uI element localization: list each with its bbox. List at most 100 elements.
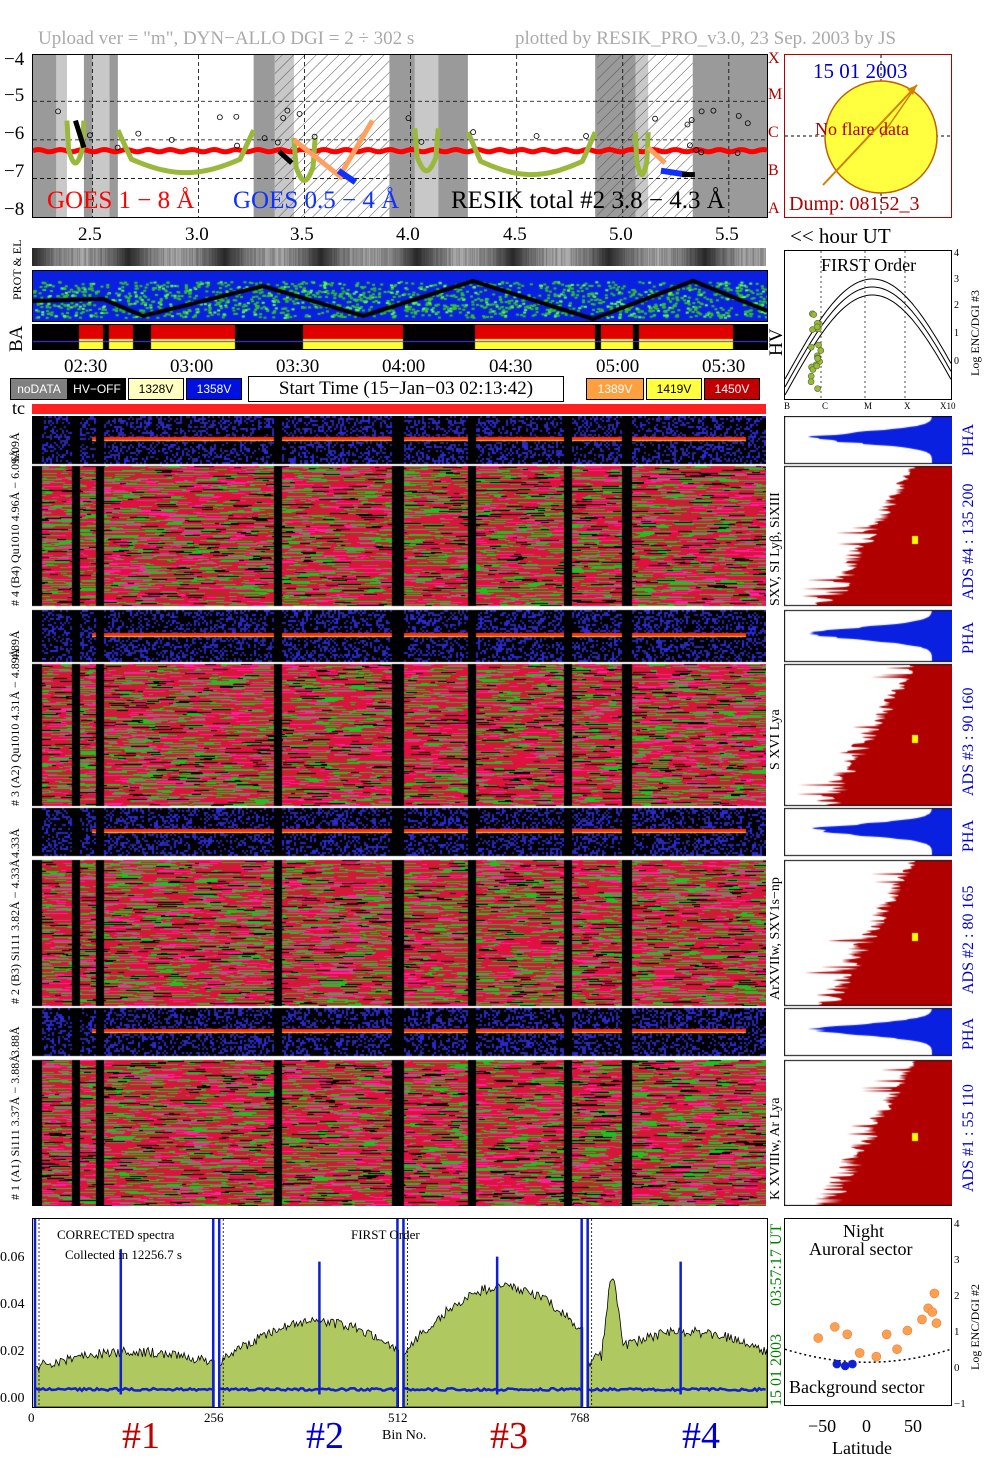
- lat-xtick: 50: [904, 1416, 922, 1436]
- spectrum-segment-fill: [403, 1282, 584, 1407]
- clock-tick: 04:00: [382, 356, 426, 377]
- goes-shade-light: [56, 55, 67, 217]
- spectrum-background-line: [33, 1386, 214, 1393]
- tc-label: tc: [12, 398, 25, 418]
- goes-open-point: [311, 133, 318, 140]
- goes-open-point: [710, 107, 717, 114]
- goes-chart-svg: [33, 55, 767, 217]
- lat-yticks: −1 0 1 2 3 4: [950, 1212, 966, 1412]
- intensity-band-canvas: [32, 248, 766, 266]
- clock-tick: 03:00: [170, 356, 214, 377]
- spectrogram-canvas: [32, 416, 766, 1206]
- dump-text: Dump: 08152_3: [789, 193, 920, 215]
- resik-orange-segment: [646, 145, 667, 165]
- class-a: A: [768, 200, 780, 217]
- hour-tick: 3.5: [290, 224, 314, 245]
- goes-lightcurve-panel: GOES 1 − 8 Å GOES 0.5 − 4 Å RESIK total …: [32, 54, 768, 218]
- fo-ytick: 3: [954, 274, 959, 285]
- lat-point: [892, 1344, 902, 1354]
- lat-xlabel: Latitude: [832, 1438, 892, 1458]
- goes-open-point: [87, 132, 93, 139]
- legend-hv-off: HV−OFF: [68, 378, 126, 400]
- legend-nodata: noDATA: [10, 378, 68, 400]
- fo-xtick: C: [822, 401, 829, 411]
- legend-1419v: 1419V: [646, 378, 702, 400]
- resik-total-series: [64, 120, 87, 166]
- spec-ytick: 0.00: [0, 1391, 25, 1406]
- lat-point: [927, 1307, 938, 1317]
- lat-point: [917, 1314, 927, 1325]
- first-order-point: [813, 362, 821, 370]
- lat-threshold-curve: [785, 1348, 951, 1363]
- goes-open-point: [168, 136, 175, 143]
- spectrum-panel: CORRECTED spectra Collected in 12256.7 s…: [32, 1218, 768, 1408]
- hour-tick: 5.0: [609, 224, 633, 245]
- resik-total-series: [412, 128, 441, 174]
- goes-ytick: −5: [4, 85, 25, 106]
- legend-goes-short: GOES 0.5 − 4 Å: [233, 187, 400, 214]
- fo-ytick: 4: [954, 248, 959, 259]
- lat-xtick: 0: [862, 1416, 871, 1436]
- sun-arrow-line-2: [880, 84, 918, 138]
- goes-open-point: [583, 133, 589, 139]
- spec-ytick: 0.06: [0, 1250, 25, 1265]
- goes-ytick: −8: [4, 199, 25, 220]
- legend-1328v: 1328V: [128, 378, 184, 400]
- intensity-band: [32, 248, 766, 266]
- spectrum-text-2: Collected in 12256.7 s: [65, 1247, 182, 1262]
- spectrum-text-1: CORRECTED spectra: [57, 1227, 175, 1242]
- goes-open-point: [280, 115, 287, 121]
- latitude-svg: [785, 1288, 951, 1371]
- clock-tick: 05:30: [702, 356, 746, 377]
- lat-point: [848, 1359, 857, 1369]
- ba-canvas: [33, 325, 767, 349]
- legend-resik-total: RESIK total #2 3.8 − 4.3 Å: [451, 187, 725, 214]
- fo-xtick: M: [864, 401, 873, 411]
- profile-canvas: [784, 416, 952, 1206]
- det4-line-label: SXV, SI Lyβ, SiXIII: [768, 492, 783, 606]
- lat-point: [840, 1361, 850, 1371]
- goes-shade-light: [92, 55, 110, 217]
- start-time-box: Start Time (15−Jan−03 02:13:42): [248, 376, 564, 402]
- det2-line-label: ArXVIIw, SXV1s−np: [768, 877, 783, 1000]
- goes-open-point: [652, 115, 658, 122]
- lat-point: [829, 1322, 840, 1332]
- lat-point: [854, 1348, 865, 1358]
- lat-ytick: 4: [954, 1218, 960, 1230]
- class-m: M: [768, 86, 783, 103]
- goes-ytick: −7: [4, 161, 25, 182]
- hour-axis-label: << hour UT: [790, 224, 891, 248]
- goes-open-point: [114, 144, 121, 151]
- goes-open-point: [698, 108, 705, 115]
- clock-tick: 03:30: [276, 356, 320, 377]
- clock-tick: 04:30: [489, 356, 533, 377]
- spec-xtick: 768: [570, 1410, 590, 1425]
- lat-right-label: Log ENC/DGI #2: [968, 1284, 982, 1370]
- resik-total-series: [633, 131, 651, 178]
- lat-ytick: −1: [954, 1398, 966, 1410]
- goes-open-point: [684, 121, 691, 128]
- fo-ytick: 0: [954, 356, 959, 367]
- fo-ytick: 2: [954, 300, 959, 311]
- legend-1358v: 1358V: [186, 378, 242, 400]
- goes-shade: [33, 55, 57, 217]
- goes-open-point: [735, 112, 742, 119]
- first-order-curve: [785, 286, 951, 388]
- legend-goes-long: GOES 1 − 8 Å: [47, 187, 195, 214]
- bin-label-4: #4: [682, 1415, 720, 1457]
- prot-el-panel: [32, 270, 768, 322]
- goes-hatch: [274, 55, 390, 217]
- lat-point: [842, 1329, 853, 1340]
- det3-line-label: S XVI Lya: [768, 709, 783, 770]
- goes-open-point: [744, 120, 751, 127]
- lat-point: [832, 1359, 842, 1369]
- spectrum-svg: [33, 1219, 767, 1407]
- ads-label-2: ADS #2 : 80 165: [960, 885, 977, 994]
- spectrum-segment-fill: [218, 1316, 399, 1407]
- class-c: C: [768, 124, 779, 141]
- fo-xtick: B: [784, 401, 791, 411]
- first-order-point: [815, 341, 822, 349]
- hour-tick: 2.5: [78, 224, 102, 245]
- goes-open-point: [698, 149, 705, 156]
- goes-shade: [83, 55, 93, 217]
